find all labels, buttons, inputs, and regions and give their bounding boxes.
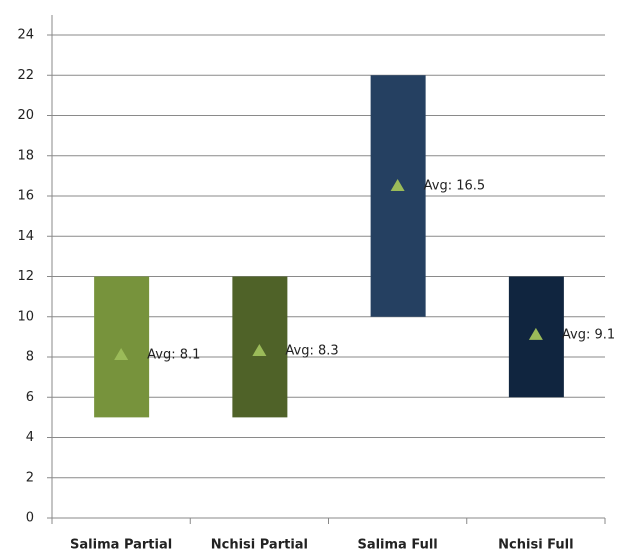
x-tick-label: Salima Partial: [70, 538, 172, 553]
y-tick-label: 12: [17, 269, 34, 284]
x-tick-label: Nchisi Partial: [211, 538, 308, 553]
y-tick-label: 24: [17, 28, 34, 43]
y-tick-label: 6: [26, 390, 34, 405]
y-tick-label: 4: [26, 430, 34, 445]
x-tick-label: Salima Full: [357, 538, 437, 553]
y-tick-label: 8: [26, 350, 34, 365]
y-tick-label: 22: [17, 68, 34, 83]
avg-label: Avg: 16.5: [424, 178, 486, 193]
avg-label: Avg: 8.1: [147, 347, 200, 362]
avg-marker: [390, 178, 405, 191]
y-tick-label: 10: [17, 309, 34, 324]
avg-label: Avg: 9.1: [562, 327, 615, 342]
y-tick-label: 2: [26, 470, 34, 485]
avg-label: Avg: 8.3: [285, 343, 338, 358]
y-tick-label: 16: [17, 189, 34, 204]
y-tick-label: 20: [17, 108, 34, 123]
y-tick-label: 14: [17, 229, 34, 244]
range-bar: [370, 75, 426, 317]
range-bar: [94, 276, 150, 418]
y-tick-label: 0: [26, 511, 34, 526]
x-tick-label: Nchisi Full: [498, 538, 573, 553]
y-tick-label: 18: [17, 148, 34, 163]
avg-marker: [528, 327, 543, 340]
avg-marker: [252, 343, 267, 356]
avg-marker: [114, 347, 129, 360]
